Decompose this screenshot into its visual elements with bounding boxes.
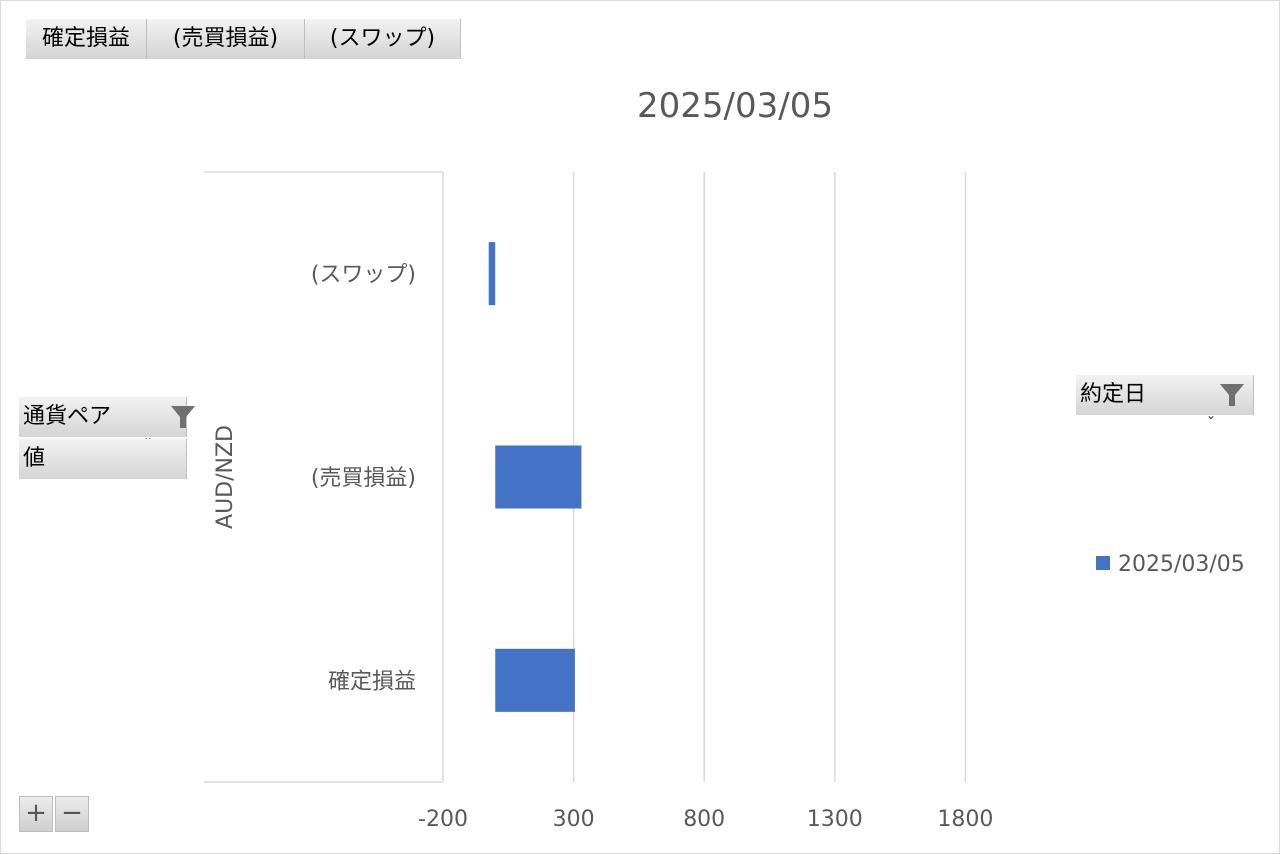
bar bbox=[495, 445, 582, 509]
x-tick-label: 1300 bbox=[807, 807, 863, 832]
values-field-label: 値 bbox=[23, 446, 46, 471]
bar bbox=[495, 648, 575, 712]
legend-label: 2025/03/05 bbox=[1118, 552, 1245, 577]
filter-icon bbox=[1220, 384, 1244, 406]
field-button-trade-pl[interactable]: (売買損益) bbox=[147, 19, 305, 59]
collapse-button[interactable]: − bbox=[55, 796, 89, 832]
legend-field-label: 約定日 bbox=[1080, 382, 1147, 407]
category-label: (売買損益) bbox=[311, 466, 416, 491]
dropdown-arrow-icon: ⌄ bbox=[1206, 408, 1217, 422]
x-tick-label: -200 bbox=[418, 807, 468, 832]
field-button-realized-pl[interactable]: 確定損益 bbox=[26, 19, 147, 59]
dropdown-arrow-icon: ⌄ bbox=[143, 430, 154, 444]
category-label: (スワップ) bbox=[311, 263, 416, 288]
legend-swatch bbox=[1096, 556, 1110, 570]
field-button-swap[interactable]: (スワップ) bbox=[305, 19, 461, 59]
filter-icon bbox=[171, 406, 195, 428]
legend: 2025/03/05 bbox=[1096, 552, 1245, 577]
x-tick-label: 1800 bbox=[937, 807, 993, 832]
x-tick-label: 300 bbox=[553, 807, 595, 832]
bar bbox=[488, 242, 496, 306]
row-field-label: 通貨ペア bbox=[23, 404, 112, 429]
x-tick-label: 800 bbox=[683, 807, 725, 832]
category-label: 確定損益 bbox=[328, 669, 416, 694]
group-label: AUD/NZD bbox=[213, 425, 238, 529]
legend-field-button[interactable]: 約定日 ⌄ bbox=[1076, 375, 1254, 422]
row-field-button[interactable]: 通貨ペア ⌄ bbox=[19, 397, 195, 444]
chart-title: 2025/03/05 bbox=[637, 86, 833, 126]
expand-button[interactable]: + bbox=[19, 796, 53, 832]
values-field-button[interactable]: 値 bbox=[19, 439, 187, 479]
